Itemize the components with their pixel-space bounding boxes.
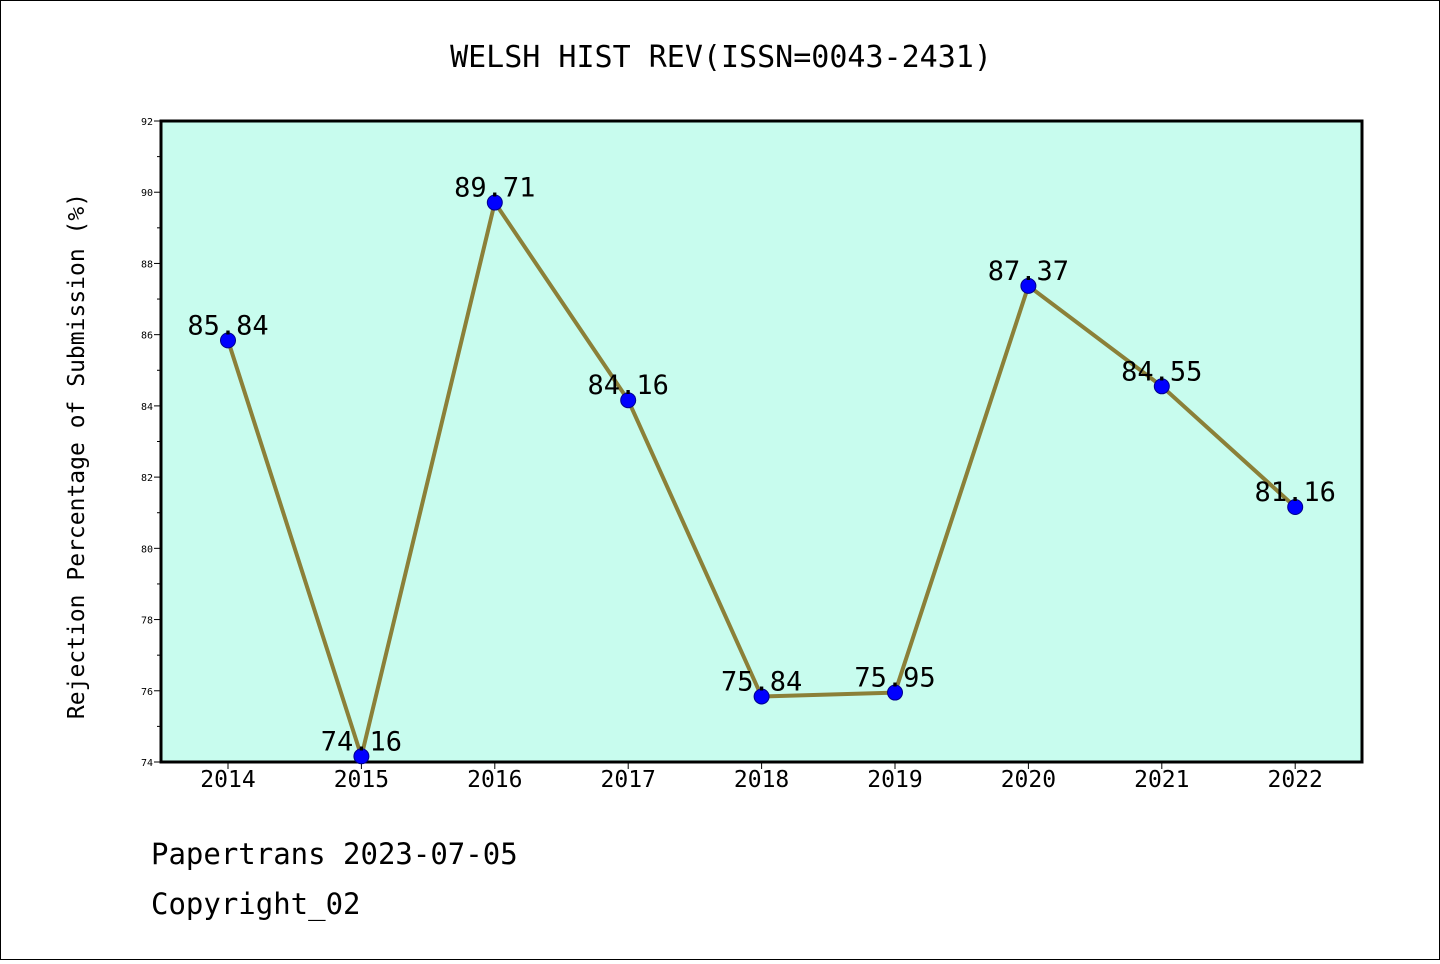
data-point-marker: [753, 688, 770, 705]
x-tick-label: 2017: [601, 767, 656, 793]
data-label: 84.55: [1121, 356, 1202, 387]
y-tick-label: 86: [141, 331, 153, 342]
y-axis-label: Rejection Percentage of Submission (%): [64, 193, 90, 719]
data-label: 84.16: [588, 370, 669, 401]
y-tick-label: 82: [141, 473, 153, 484]
data-point-marker: [620, 392, 637, 409]
y-tick-label: 92: [141, 117, 153, 128]
data-point-marker: [353, 748, 370, 765]
x-tick-label: 2016: [467, 767, 522, 793]
data-point-marker: [486, 194, 503, 211]
data-point-marker: [1153, 378, 1170, 395]
data-label: 75.84: [721, 666, 802, 697]
data-label: 81.16: [1255, 477, 1336, 508]
data-point-marker: [220, 332, 236, 349]
data-point-marker: [887, 684, 903, 701]
plot-area: [159, 119, 1364, 764]
series-markers: [220, 194, 1304, 765]
data-point-marker: [1287, 499, 1304, 516]
y-tick-label: 78: [141, 616, 153, 627]
footer-date: Papertrans 2023-07-05: [151, 837, 518, 871]
data-label: 85.84: [187, 310, 268, 341]
data-labels: 85.84 74.16 89.71 84.16 75.84 75.95 87.37 84.55…: [187, 173, 1335, 758]
x-tick-label: 2014: [200, 767, 255, 793]
data-label: 89.71: [454, 173, 535, 204]
data-label: 87.37: [988, 256, 1069, 287]
y-axis-ticks: 74 76 78 80 82 84 86 88 90 92: [141, 117, 161, 769]
x-axis-ticks: 2014 2015 2016 2017 2018 2019 2020 2021 2022: [200, 762, 1323, 793]
x-tick-label: 2021: [1134, 767, 1189, 793]
x-tick-label: 2018: [734, 767, 789, 793]
data-label: 75.95: [854, 663, 935, 694]
y-tick-label: 80: [141, 544, 153, 555]
data-label: 74.16: [321, 726, 402, 757]
y-tick-label: 76: [141, 687, 153, 698]
data-point-marker: [1020, 277, 1037, 294]
x-tick-label: 2022: [1268, 767, 1323, 793]
y-tick-label: 90: [141, 188, 153, 199]
y-tick-label: 88: [141, 259, 153, 270]
x-tick-label: 2019: [867, 767, 922, 793]
y-tick-label: 84: [141, 402, 153, 413]
x-tick-label: 2015: [334, 767, 389, 793]
chart-title: WELSH HIST REV(ISSN=0043-2431): [450, 40, 992, 75]
footer-copyright: Copyright_02: [151, 887, 361, 922]
y-tick-label: 74: [141, 758, 153, 769]
x-tick-label: 2020: [1001, 767, 1056, 793]
